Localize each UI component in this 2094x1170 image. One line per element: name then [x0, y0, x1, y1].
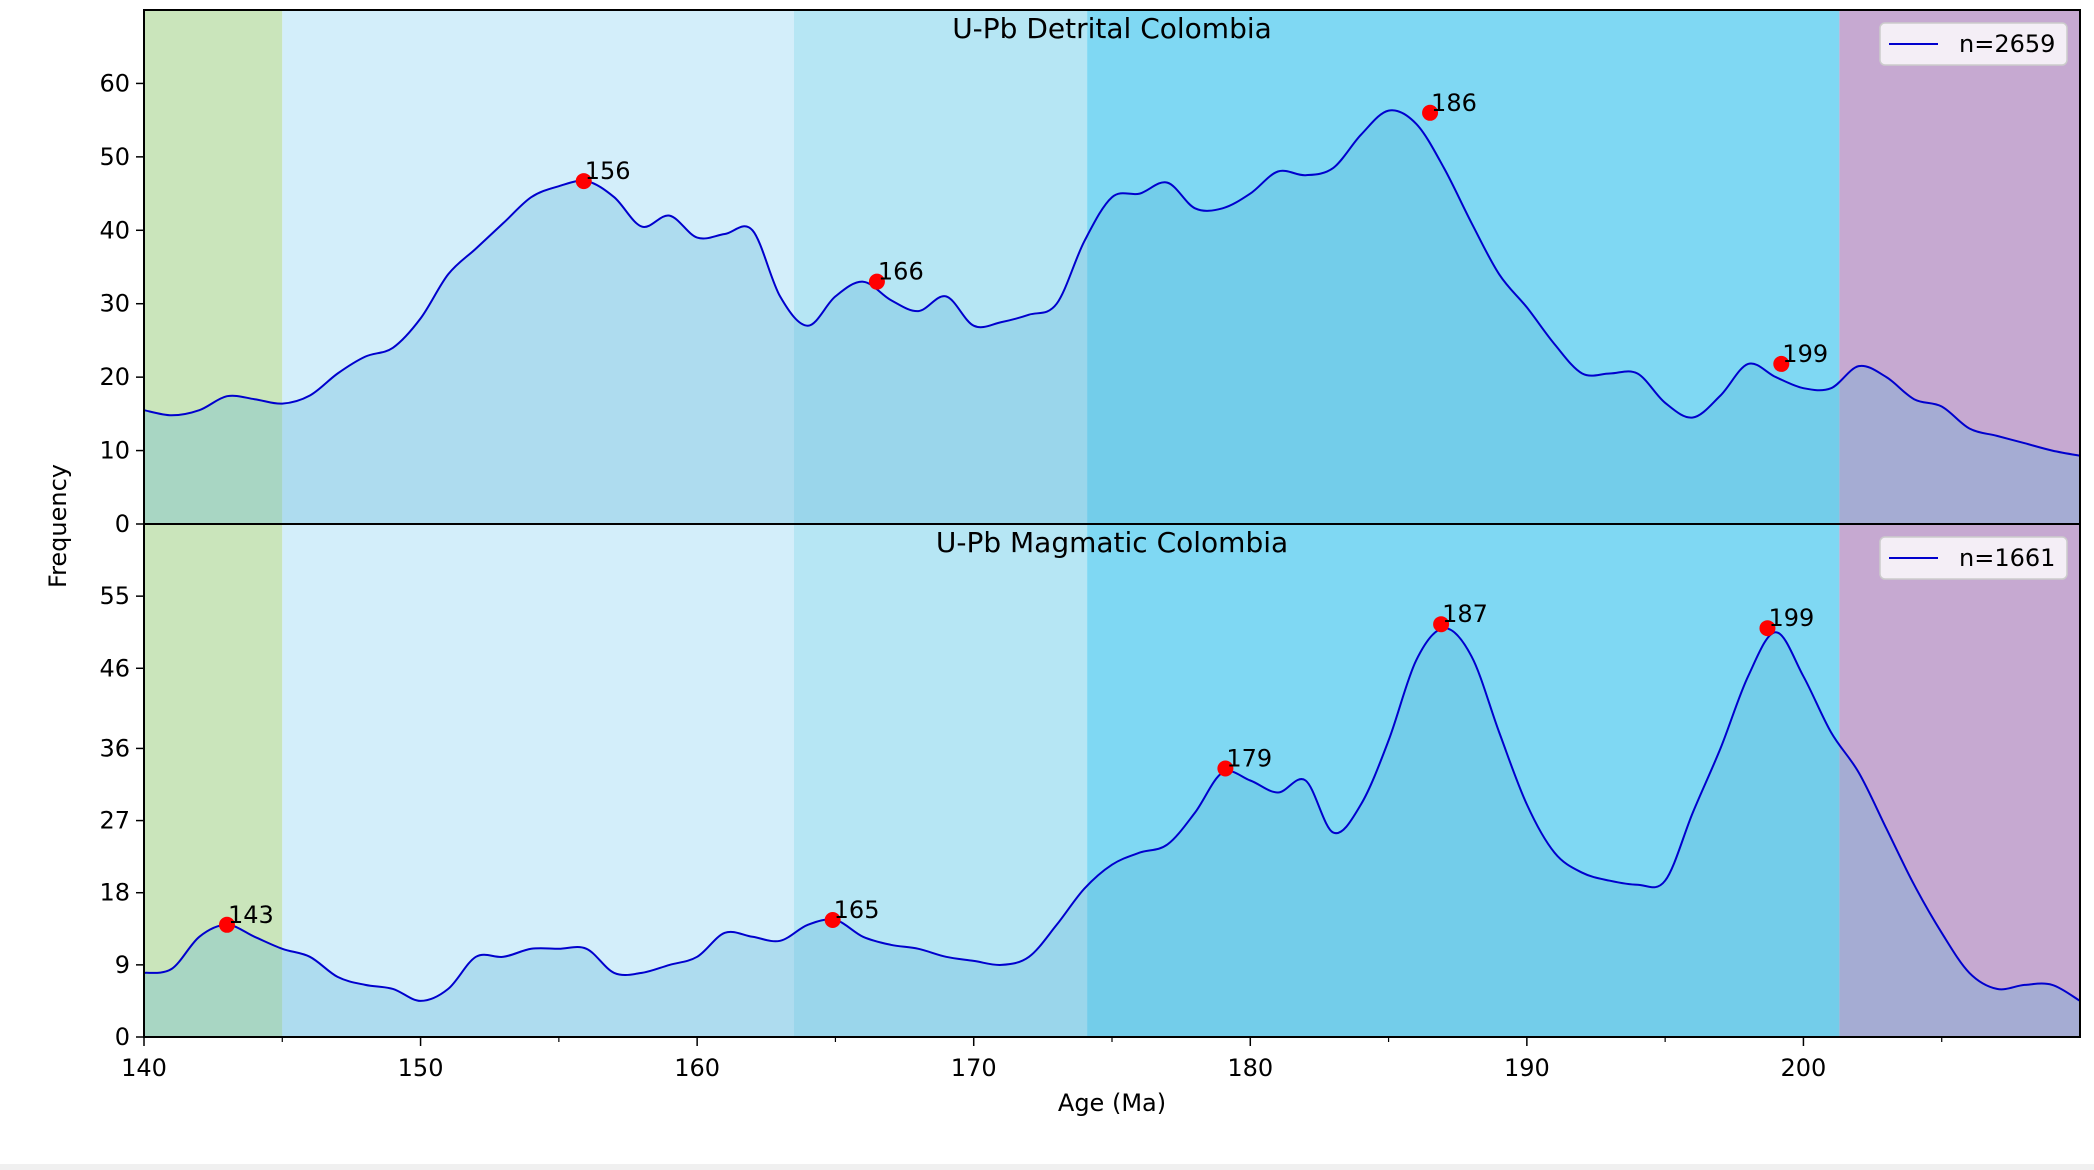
detrital-ytick-label-10: 10	[99, 437, 130, 465]
magmatic-legend-box	[1879, 536, 2068, 580]
xtick-label-150: 150	[398, 1054, 444, 1082]
detrital-band-0	[144, 10, 283, 524]
magmatic-legend-label: n=1661	[1959, 544, 2055, 572]
magmatic-band-4	[1839, 524, 2080, 1037]
magmatic-chart-title: U-Pb Magmatic Colombia	[936, 526, 1288, 559]
magmatic-peak-markers: 143 165 179 187 199	[218, 600, 1814, 933]
xtick-label-160: 160	[674, 1054, 720, 1082]
magmatic-ytick-label-46: 46	[99, 654, 130, 682]
detrital-period-bands	[144, 10, 2080, 524]
detrital-ytick-label-60: 60	[99, 69, 130, 97]
magmatic-ytick-label-36: 36	[99, 734, 130, 762]
detrital-peak-label-186: 186	[1431, 89, 1477, 117]
magmatic-legend: n=1661	[1879, 536, 2068, 580]
detrital-ytick-label-50: 50	[99, 143, 130, 171]
magmatic-ytick-label-18: 18	[99, 879, 130, 907]
detrital-ytick-label-30: 30	[99, 290, 130, 318]
magmatic-ytick-label-27: 27	[99, 807, 130, 835]
magmatic-band-3	[1087, 524, 1840, 1037]
magmatic-peak-label-165: 165	[834, 896, 880, 924]
magmatic-peak-label-199: 199	[1768, 604, 1814, 632]
magmatic-period-bands	[144, 524, 2080, 1037]
detrital-peak-marker-199	[1773, 355, 1790, 372]
magmatic-ytick-label-55: 55	[99, 582, 130, 610]
x-axis: 140 150 160 170 180 190 200	[121, 1037, 1943, 1082]
magmatic-ytick-label-0: 0	[115, 1023, 130, 1051]
detrital-band-1	[282, 10, 794, 524]
detrital-peak-markers: 156 166 186 199	[575, 89, 1828, 372]
xtick-label-170: 170	[951, 1054, 997, 1082]
detrital-legend: n=2659	[1879, 22, 2068, 66]
magmatic-peak-marker-199	[1759, 620, 1776, 637]
detrital-peak-marker-186	[1422, 104, 1439, 121]
magmatic-band-1	[282, 524, 794, 1037]
detrital-y-axis: 0 10 20 30 40 50 60	[99, 69, 144, 538]
magmatic-y-axis: 0 9 18 27 36 46 55	[99, 582, 144, 1051]
x-axis-label: Age (Ma)	[1058, 1089, 1166, 1117]
magmatic-band-0	[144, 524, 283, 1037]
detrital-ytick-label-0: 0	[115, 510, 130, 538]
detrital-peak-label-156: 156	[585, 157, 631, 185]
xtick-label-200: 200	[1781, 1054, 1827, 1082]
magmatic-peak-marker-165	[824, 911, 841, 928]
detrital-legend-box	[1879, 22, 2068, 66]
magmatic-density-fill	[144, 628, 2080, 1037]
xtick-label-190: 190	[1504, 1054, 1550, 1082]
detrital-panel: 156 166 186 199 0 10 20 30 40 50 60 U-Pb Detrital…	[99, 10, 2081, 538]
detrital-chart-title: U-Pb Detrital Colombia	[952, 12, 1272, 45]
magmatic-density-curve	[143, 627, 2081, 1002]
magmatic-band-2	[793, 524, 1088, 1037]
detrital-band-4	[1839, 10, 2080, 524]
bottom-strip	[0, 1164, 2094, 1170]
magmatic-ytick-label-9: 9	[115, 951, 130, 979]
y-axis-label: Frequency	[44, 464, 72, 588]
detrital-ytick-label-20: 20	[99, 363, 130, 391]
xtick-label-140: 140	[121, 1054, 167, 1082]
magmatic-peak-marker-179	[1217, 760, 1234, 777]
xtick-label-180: 180	[1227, 1054, 1273, 1082]
detrital-density-curve	[143, 109, 2081, 457]
detrital-peak-marker-166	[868, 273, 885, 290]
detrital-peak-label-166: 166	[878, 258, 924, 286]
magmatic-panel: 143 165 179 187 199 0 9 18 27 36 46 55 U-Pb Magmat…	[99, 524, 2081, 1051]
panel-frames	[143, 9, 2081, 1038]
detrital-legend-label: n=2659	[1959, 30, 2055, 58]
magmatic-peak-label-143: 143	[228, 901, 274, 929]
detrital-ytick-label-40: 40	[99, 216, 130, 244]
magmatic-peak-marker-143	[218, 916, 235, 933]
magmatic-frame	[143, 523, 2081, 1038]
magmatic-peak-label-187: 187	[1442, 600, 1488, 628]
magmatic-peak-label-179: 179	[1226, 744, 1272, 772]
magmatic-peak-marker-187	[1433, 616, 1450, 633]
detrital-band-2	[793, 10, 1088, 524]
detrital-peak-marker-156	[575, 173, 592, 190]
detrital-band-3	[1087, 10, 1840, 524]
detrital-peak-label-199: 199	[1782, 340, 1828, 368]
